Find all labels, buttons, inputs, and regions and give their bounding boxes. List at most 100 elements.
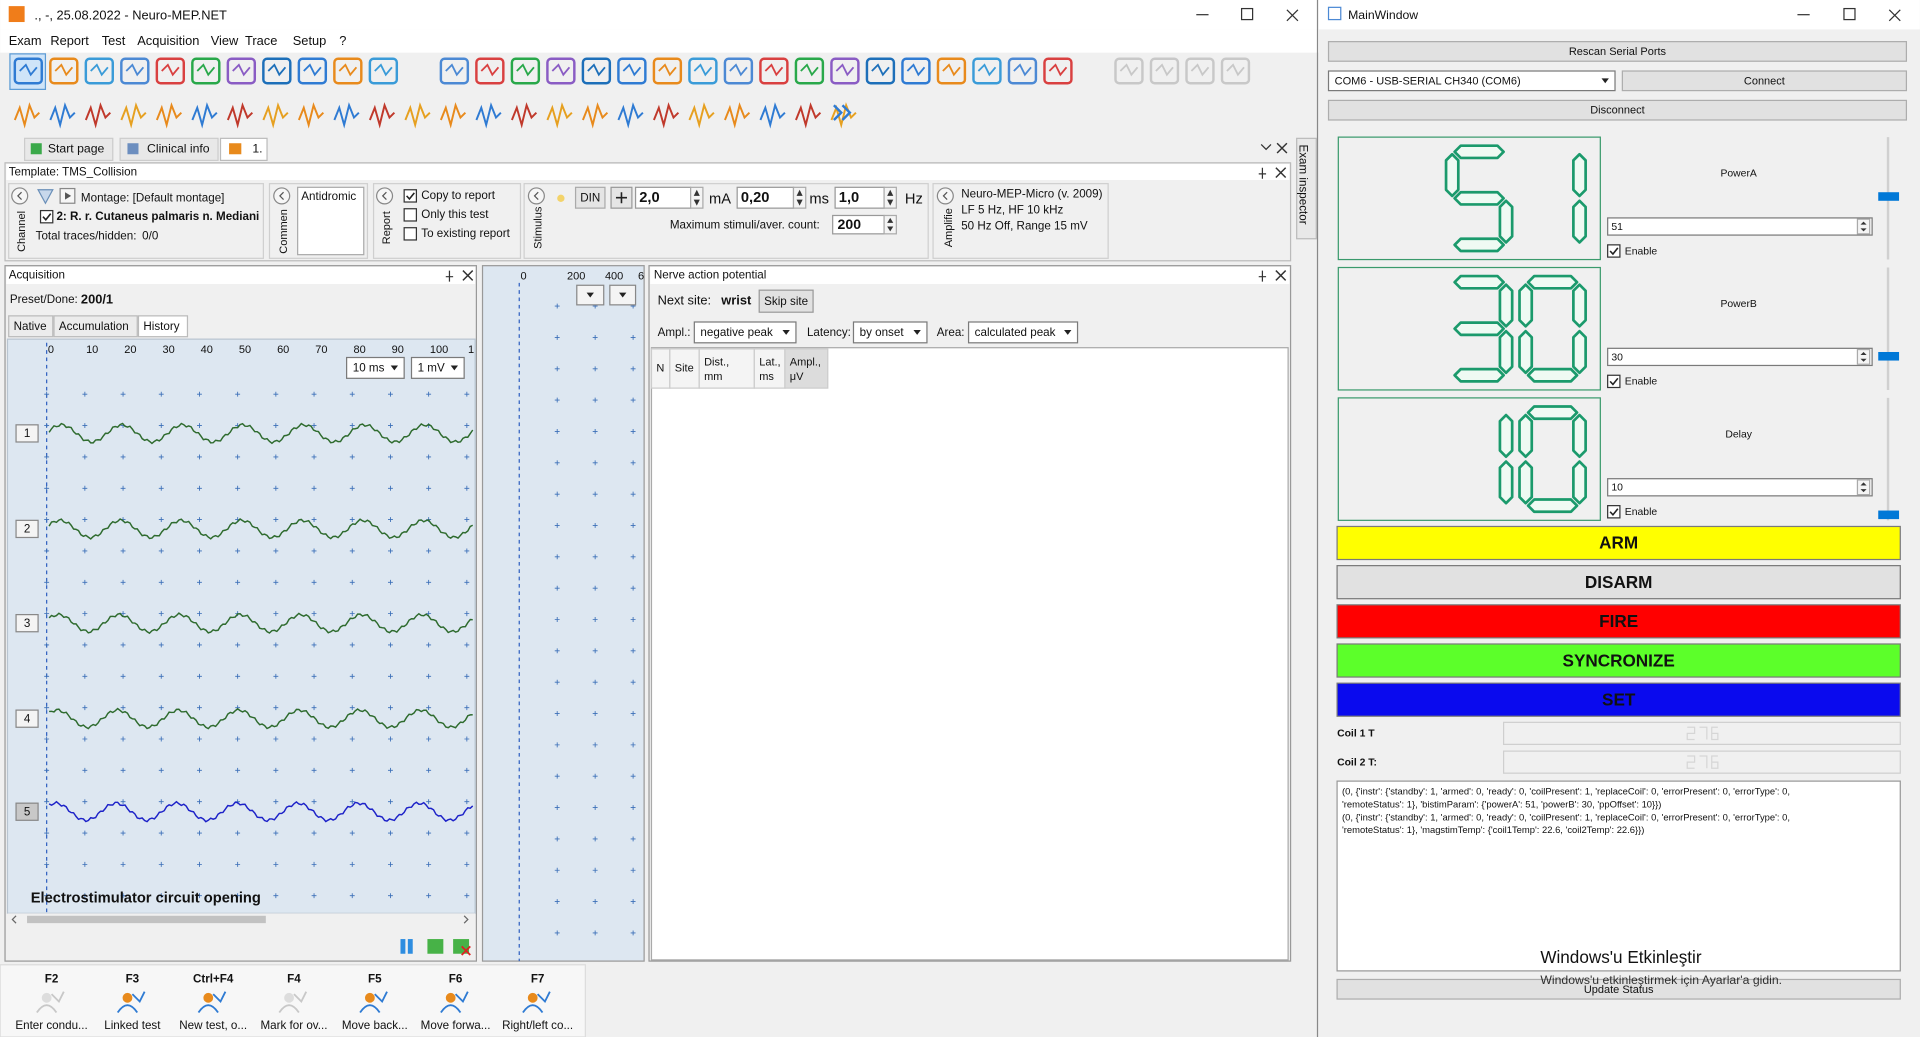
toolbar-icon[interactable] [546,57,576,85]
toolbar-icon[interactable] [830,57,860,85]
trace-number-box[interactable] [15,519,39,539]
shortcut-icon[interactable] [203,992,214,1003]
nav-button[interactable] [936,187,954,205]
time-scale[interactable] [346,356,405,379]
slider-thumb[interactable] [1878,351,1900,361]
tab[interactable] [53,315,138,338]
area-select[interactable] [967,321,1079,344]
slider-thumb[interactable] [1878,192,1900,201]
toolbar-icon[interactable] [759,57,789,85]
trace-number-box[interactable] [15,802,39,821]
slider-thumb[interactable] [1878,510,1900,520]
toolbar-icon[interactable] [510,57,541,85]
spinner[interactable] [1856,348,1871,365]
toolbar-icon[interactable] [972,57,1002,85]
command-button[interactable] [1336,604,1901,639]
rescan-button[interactable] [1327,41,1908,62]
toolbar-icon[interactable] [936,57,967,85]
maximize-button[interactable] [1843,7,1856,21]
column-header[interactable] [698,348,755,389]
toolbar-icon[interactable] [191,57,221,85]
toolbar-icon[interactable] [475,57,505,85]
nav-button[interactable] [11,187,29,205]
tab[interactable] [8,315,54,338]
toolbar-icon[interactable] [297,57,328,85]
toolbar-icon[interactable] [723,57,754,85]
checkbox[interactable] [39,209,54,224]
toolbar-icon[interactable] [688,57,718,85]
shortcut-icon[interactable] [284,992,294,1003]
toolbar-icon[interactable] [120,57,150,85]
toolbar-icon[interactable] [794,57,825,85]
tab[interactable] [24,137,114,161]
checkbox[interactable] [1607,244,1621,258]
toolbar-icon[interactable] [1220,57,1251,85]
spinner[interactable] [1856,218,1871,235]
toolbar-icon[interactable] [865,57,896,85]
spinner[interactable] [883,186,897,209]
command-button[interactable] [1336,682,1901,717]
din-button[interactable] [574,186,606,209]
toolbar-icon[interactable] [652,57,683,85]
stop-icon[interactable] [427,939,444,954]
toolbar-icon[interactable] [617,57,647,85]
tab[interactable] [119,137,219,161]
shortcut-icon[interactable] [527,992,538,1003]
column-header[interactable] [669,348,700,389]
checkbox[interactable] [403,227,418,241]
checkbox[interactable] [1607,505,1621,519]
toolbar-icon[interactable] [49,57,79,85]
checkbox[interactable] [1607,374,1621,389]
latency-select[interactable] [852,321,928,344]
toolbar-icon[interactable] [1114,57,1144,85]
toolbar-icon[interactable] [439,57,470,85]
checkbox[interactable] [403,208,418,222]
port-select[interactable] [1327,70,1616,92]
spin-input[interactable] [1607,217,1873,236]
spinner[interactable] [1856,479,1871,496]
side-tab[interactable] [1296,137,1317,240]
toolbar-icon[interactable] [262,57,292,85]
amplitude-scale[interactable] [410,356,465,379]
nav-button[interactable] [527,187,545,205]
scrollbar-thumb[interactable] [27,915,266,924]
comment-box[interactable] [297,186,365,256]
trace-number-box[interactable] [15,709,39,728]
shortcut-icon[interactable] [41,992,52,1003]
shortcut-icon[interactable] [364,992,375,1003]
toolbar-icon[interactable] [226,57,257,85]
toolbar-icon[interactable] [84,57,114,85]
toolbar-icon[interactable] [1007,57,1038,85]
command-button[interactable] [1336,565,1901,600]
shortcut-icon[interactable] [122,992,133,1003]
spinner[interactable] [690,186,704,209]
spin-input[interactable] [1607,478,1873,497]
toolbar-icon[interactable] [1043,57,1073,85]
toolbar-icon[interactable] [13,57,43,85]
trace-number-box[interactable] [15,613,39,633]
toolbar-icon[interactable] [333,57,363,85]
toolbar-icon[interactable] [368,57,399,85]
toolbar-icon[interactable] [1149,57,1180,85]
nav-button[interactable] [273,187,291,205]
toolbar-icon[interactable] [901,57,931,85]
spinner[interactable] [792,186,807,209]
disconnect-button[interactable] [1327,99,1908,121]
trace-number-box[interactable] [15,424,39,443]
update-status-button[interactable] [1336,978,1901,1000]
spinner[interactable] [883,214,897,235]
spin-input[interactable] [1607,347,1873,367]
checkbox[interactable] [403,189,418,203]
nav-button[interactable] [375,187,394,205]
maximize-button[interactable] [1240,7,1254,21]
command-button[interactable] [1336,525,1901,561]
command-button[interactable] [1336,643,1901,678]
toolbar-icon[interactable] [581,57,612,85]
shortcut-icon[interactable] [445,992,456,1003]
toolbar-icon[interactable] [155,57,186,85]
column-header[interactable] [784,348,829,389]
connect-button[interactable] [1621,70,1908,92]
toolbar-icon[interactable] [1185,57,1215,85]
skip-site-button[interactable] [758,289,814,313]
amplitude-select[interactable] [693,321,797,344]
